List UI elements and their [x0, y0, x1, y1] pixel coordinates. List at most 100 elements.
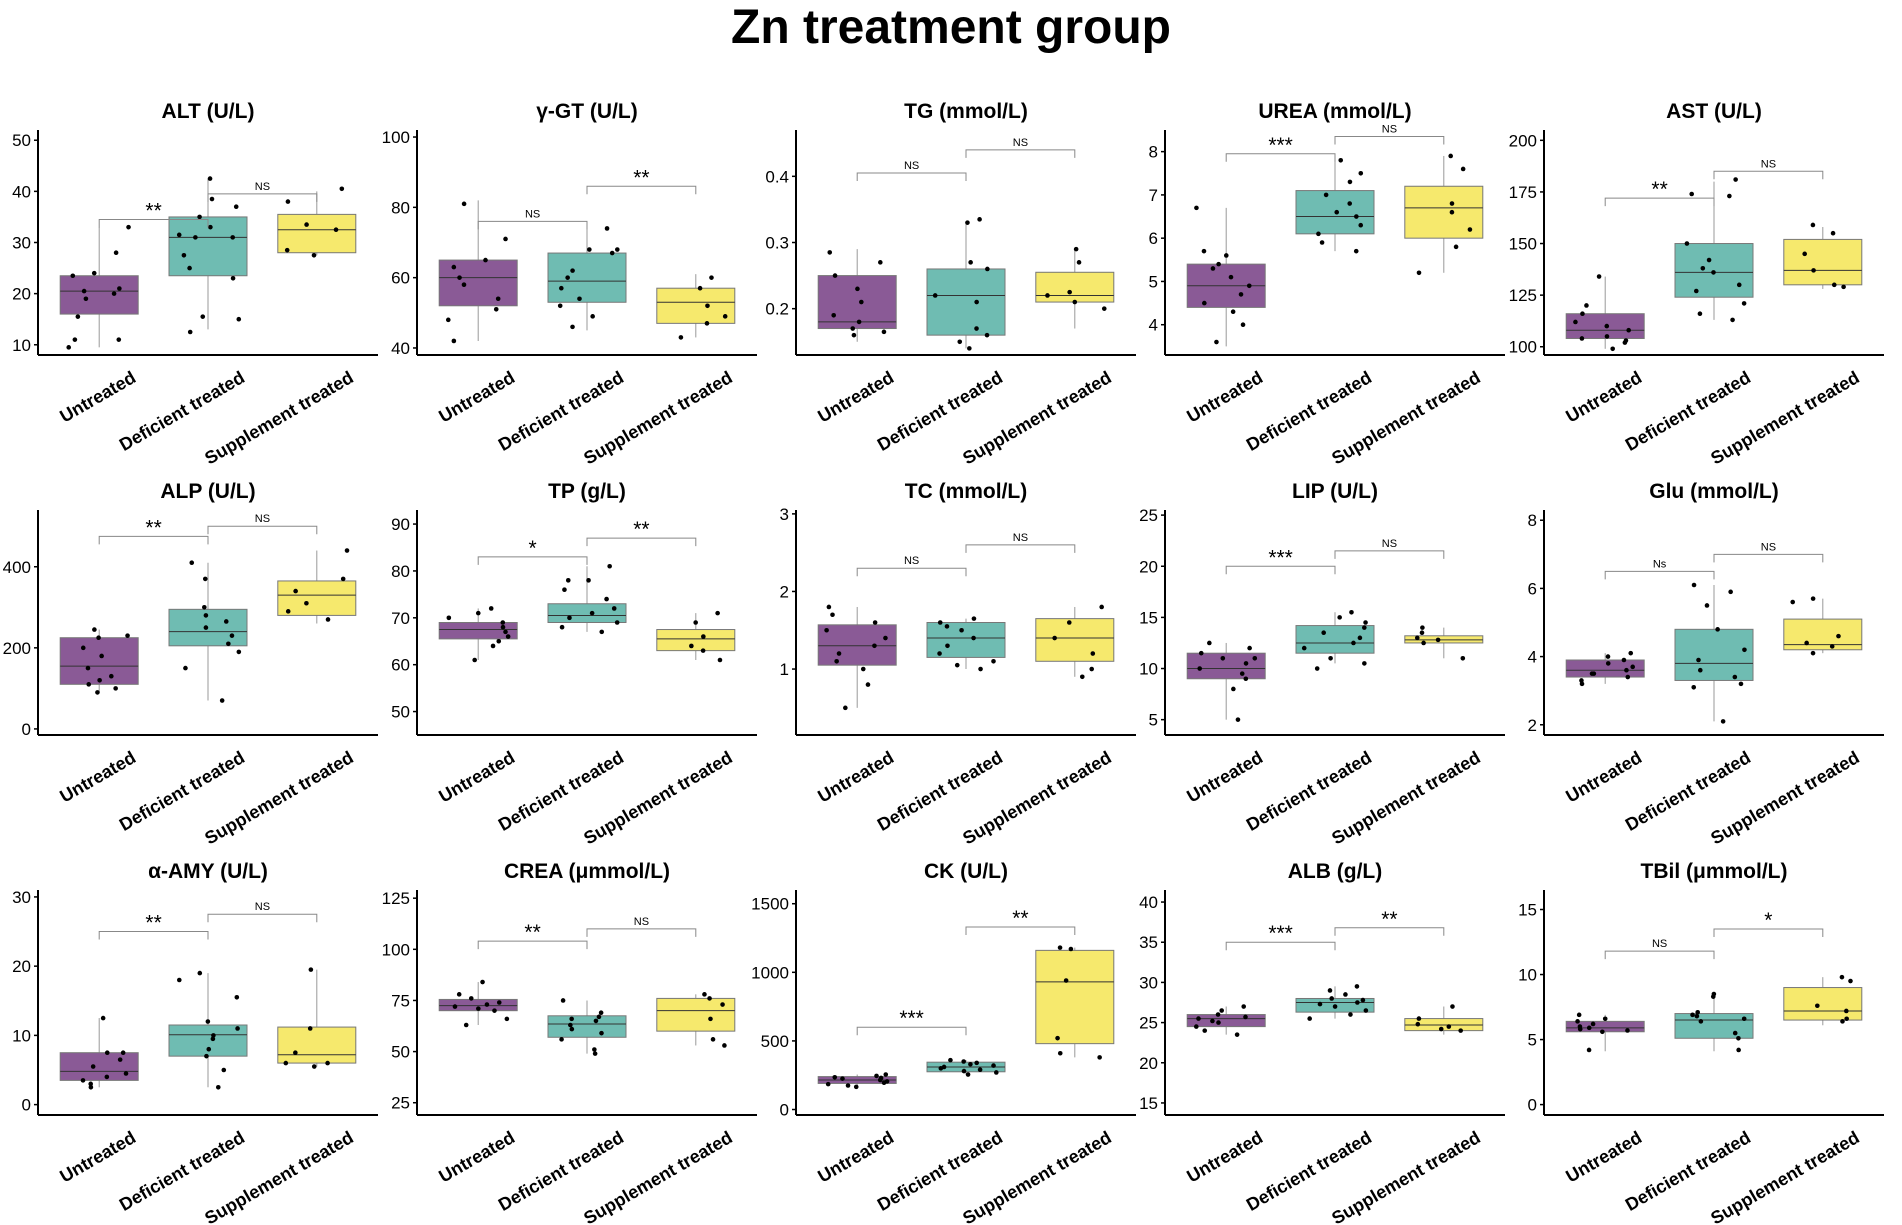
significance-bracket: [477, 220, 588, 230]
significance-label: **: [1012, 907, 1028, 930]
data-point: [207, 176, 213, 181]
box: [277, 580, 357, 616]
y-tick-label: 30: [12, 234, 31, 253]
data-point: [1576, 1012, 1582, 1018]
chart-title: CREA (μmmol/L): [504, 860, 670, 883]
significance-label: ***: [1268, 546, 1293, 569]
chart-title: TC (mmol/L): [905, 480, 1027, 503]
data-point: [1691, 684, 1697, 690]
chart-title: ALB (g/L): [1288, 860, 1382, 883]
y-tick-label: 10: [1139, 660, 1158, 679]
data-point: [484, 1002, 490, 1007]
data-point: [1363, 620, 1368, 625]
y-tick-label: 0: [1528, 1096, 1537, 1115]
data-point: [1349, 609, 1354, 615]
data-point: [1836, 633, 1841, 639]
significance-bracket: [1713, 928, 1824, 938]
data-point: [1079, 674, 1085, 680]
data-point: [1811, 268, 1816, 273]
data-point: [183, 665, 188, 671]
chart-title: CK (U/L): [924, 860, 1008, 883]
chart-panel: ALB (g/L)152025303540*****UntreatedDefic…: [1139, 860, 1505, 1225]
data-point: [1626, 327, 1631, 333]
significance-bracket: [1225, 565, 1336, 575]
significance-bracket: [1225, 153, 1336, 162]
significance-label: NS: [1761, 541, 1776, 553]
data-point: [1741, 1016, 1747, 1022]
data-point: [1736, 1035, 1741, 1041]
significance-bracket: [965, 926, 1076, 936]
data-point: [202, 576, 208, 582]
box: [59, 275, 139, 315]
data-point: [1073, 246, 1079, 252]
y-tick-label: 4: [1149, 316, 1158, 335]
significance-bracket: [207, 525, 318, 535]
data-point: [236, 649, 242, 655]
data-point: [1332, 1004, 1338, 1009]
data-point: [570, 268, 575, 273]
data-point: [457, 275, 462, 280]
data-point: [483, 257, 488, 263]
x-tick-label: Untreated: [56, 367, 139, 426]
y-tick-label: 30: [1139, 973, 1158, 992]
significance-label: ***: [1268, 922, 1293, 945]
data-point: [197, 214, 202, 220]
data-point: [604, 596, 609, 602]
data-point: [1704, 603, 1710, 608]
data-point: [1317, 1001, 1323, 1007]
y-tick-label: 15: [1518, 901, 1537, 920]
data-point: [96, 635, 101, 641]
y-tick-label: 25: [1139, 1014, 1158, 1033]
data-point: [1334, 209, 1340, 215]
significance-label: NS: [255, 513, 270, 525]
data-point: [1057, 945, 1063, 950]
significance-label: NS: [255, 181, 270, 193]
data-point: [83, 296, 89, 302]
x-tick-label: Untreated: [814, 747, 897, 806]
data-point: [1715, 627, 1720, 632]
data-point: [284, 247, 290, 253]
data-point: [1691, 582, 1697, 588]
data-point: [878, 1075, 884, 1081]
data-point: [991, 658, 996, 664]
chart-title: Glu (mmol/L): [1649, 480, 1779, 503]
data-point: [883, 1072, 889, 1077]
data-point: [1416, 270, 1422, 276]
data-point: [557, 303, 563, 309]
y-tick-label: 5: [1528, 1031, 1537, 1050]
data-point: [1732, 1030, 1738, 1036]
data-point: [204, 1053, 209, 1059]
data-point: [1066, 620, 1072, 625]
box: [1674, 1013, 1754, 1039]
data-point: [1446, 1024, 1452, 1029]
data-point: [181, 252, 187, 258]
box: [656, 287, 736, 324]
data-point: [615, 247, 620, 252]
data-point: [176, 232, 182, 238]
data-point: [1573, 319, 1578, 325]
data-point: [881, 1080, 887, 1086]
data-point: [492, 1008, 497, 1013]
data-point: [70, 273, 76, 279]
data-point: [1700, 266, 1706, 271]
data-point: [1804, 640, 1809, 646]
data-point: [1579, 678, 1584, 683]
data-point: [1076, 260, 1082, 265]
data-point: [984, 332, 990, 338]
data-point: [123, 1071, 129, 1076]
data-point: [1741, 301, 1747, 306]
data-point: [856, 319, 862, 325]
data-point: [109, 673, 114, 679]
data-point: [709, 275, 714, 280]
data-point: [1362, 625, 1367, 630]
data-point: [446, 615, 452, 621]
y-tick-label: 3: [780, 505, 789, 524]
data-point: [1321, 630, 1326, 636]
data-point: [1438, 1026, 1444, 1032]
data-point: [1235, 717, 1241, 722]
data-point: [66, 345, 72, 350]
data-point: [843, 705, 848, 711]
y-tick-label: 50: [391, 703, 410, 722]
chart-panel: CK (U/L)050010001500*****UntreatedDefici…: [751, 860, 1136, 1225]
